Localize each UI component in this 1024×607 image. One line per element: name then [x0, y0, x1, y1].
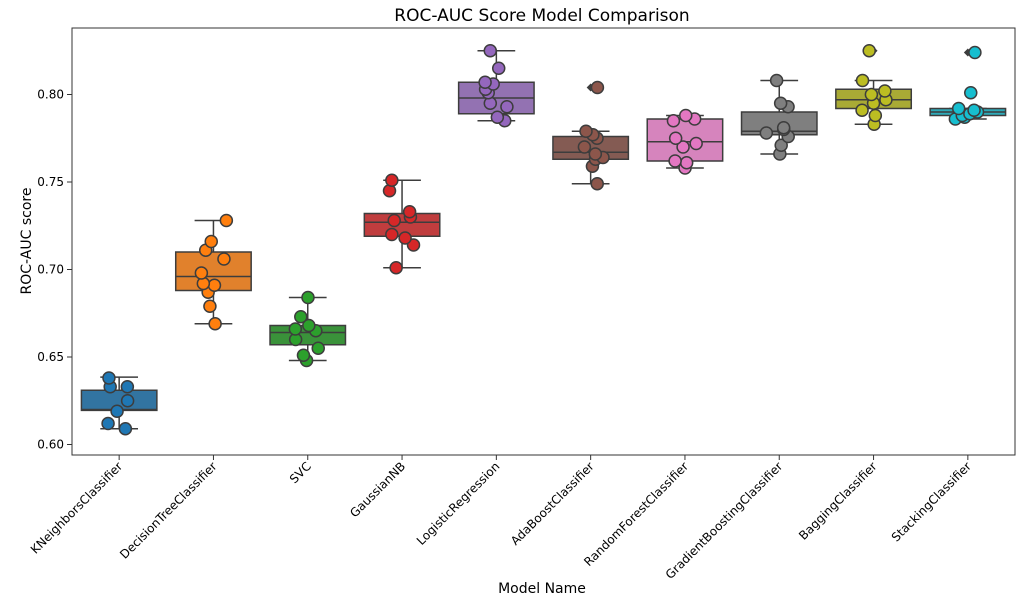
x-tick-label: GaussianNB [347, 459, 408, 520]
data-point [208, 317, 222, 331]
data-point [118, 422, 133, 436]
data-point [776, 121, 791, 135]
data-point [668, 131, 683, 145]
x-tick-label: StackingClassifier [889, 459, 974, 544]
data-point [219, 213, 234, 228]
data-point [101, 416, 115, 431]
data-point [302, 318, 316, 333]
data-point [964, 86, 978, 100]
data-point [398, 231, 412, 245]
box-body [174, 251, 252, 292]
data-point [490, 110, 505, 124]
data-point [288, 322, 303, 336]
data-point [855, 73, 870, 88]
data-point [590, 80, 605, 95]
data-point [668, 154, 682, 168]
data-point [759, 126, 774, 140]
data-point [774, 138, 788, 152]
y-tick-label: 0.65 [37, 350, 64, 364]
data-point [478, 75, 492, 89]
y-tick-label: 0.80 [37, 88, 64, 102]
data-point [385, 227, 399, 242]
x-axis-label: Model Name [498, 581, 586, 597]
plot-frame [71, 27, 1016, 456]
data-point [301, 290, 315, 305]
data-point [769, 73, 784, 88]
data-point [968, 45, 982, 60]
y-axis-label: ROC-AUC score [19, 188, 35, 295]
data-point [951, 101, 966, 116]
data-point [385, 173, 399, 187]
data-point [491, 61, 506, 75]
data-point [590, 177, 604, 191]
data-point [311, 341, 325, 355]
data-point [855, 103, 869, 117]
data-point [102, 371, 116, 385]
data-point [679, 156, 694, 170]
x-tick-label: SVC [287, 459, 314, 486]
data-point [120, 394, 135, 408]
data-point [862, 44, 876, 58]
data-point [689, 136, 703, 151]
data-point [500, 100, 514, 114]
x-tick-label: KNeighborsClassifier [28, 459, 125, 556]
x-tick-label: DecisionTreeClassifier [117, 459, 219, 561]
chart-title: ROC-AUC Score Model Comparison [394, 6, 689, 26]
x-tick-label: AdaBoostClassifier [508, 459, 597, 548]
data-point [878, 84, 892, 98]
x-tick-label: BaggingClassifier [796, 459, 880, 543]
data-point [203, 299, 217, 313]
data-point [868, 108, 883, 123]
data-point [483, 44, 498, 58]
data-point [110, 404, 124, 418]
y-tick-label: 0.60 [37, 438, 64, 452]
data-point [773, 96, 788, 110]
data-point [579, 124, 593, 138]
x-tick-label: LogisticRegression [414, 459, 503, 548]
x-tick-label: RandomForestClassifier [581, 459, 691, 569]
data-point [387, 213, 401, 228]
data-point [194, 266, 209, 280]
data-point [204, 234, 218, 249]
data-point [120, 380, 135, 394]
plot-area: 0.60 0.65 0.70 0.75 0.80 KNeighborsClassifier… [28, 44, 1007, 582]
data-point [294, 310, 308, 324]
data-point [577, 140, 592, 154]
y-tick-label: 0.70 [37, 263, 64, 277]
data-point [666, 114, 681, 128]
data-point [207, 278, 222, 292]
data-point [678, 108, 693, 123]
data-point [864, 87, 879, 102]
data-point [588, 147, 603, 161]
box-body [646, 118, 724, 162]
data-point [676, 140, 690, 154]
data-point [217, 252, 231, 266]
data-point [389, 261, 403, 275]
data-point [967, 103, 981, 117]
y-tick-label: 0.75 [37, 175, 64, 189]
data-point [402, 205, 417, 219]
data-point [296, 348, 311, 362]
